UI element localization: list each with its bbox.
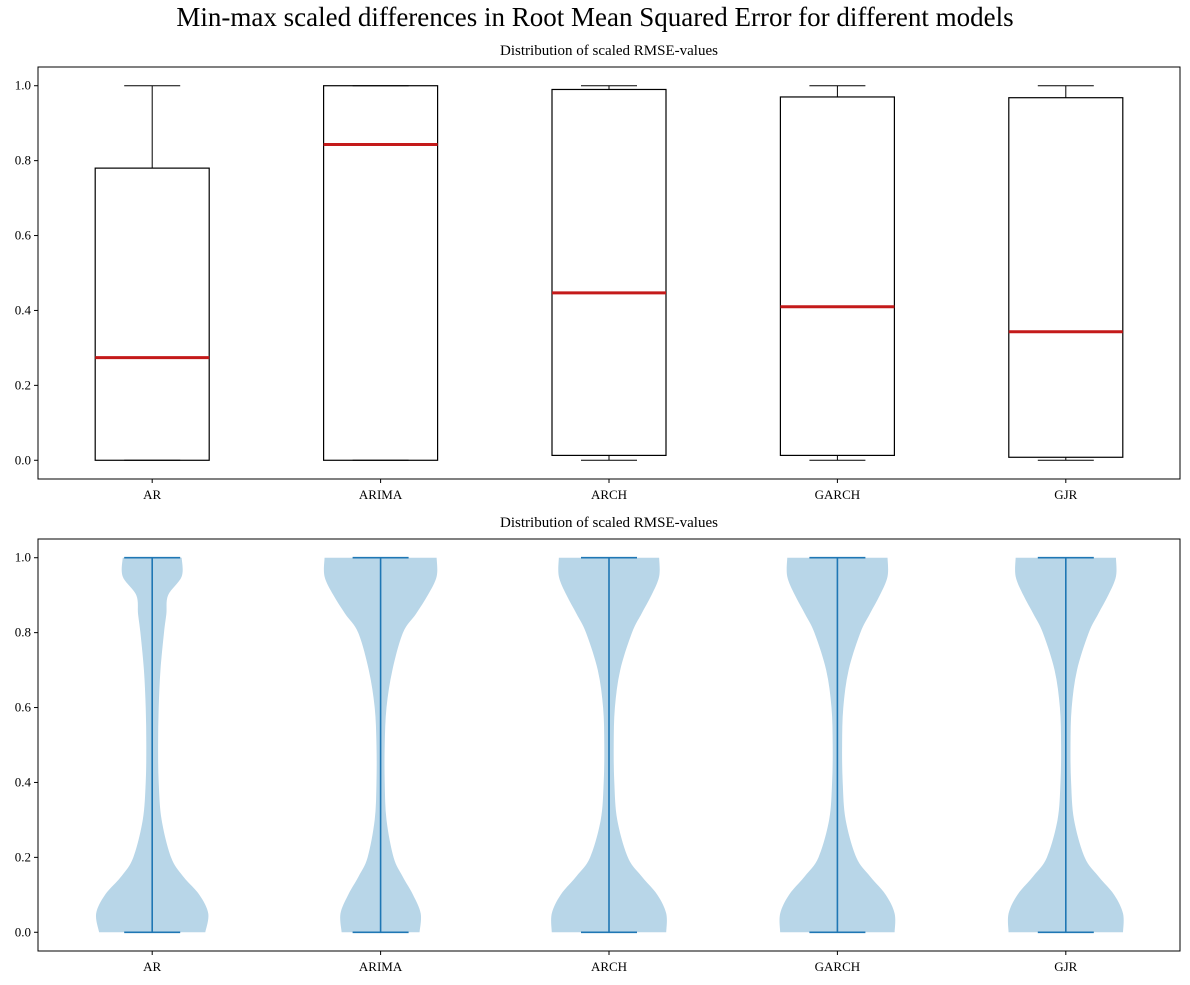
box-x-tick-label: ARIMA bbox=[359, 487, 403, 502]
violin-x-tick-label: GARCH bbox=[815, 959, 861, 974]
box-iqr bbox=[551, 88, 667, 457]
box-y-tick-label: 0.8 bbox=[15, 153, 31, 168]
box-x-tick-label: ARCH bbox=[591, 487, 627, 502]
box-iqr bbox=[1008, 97, 1124, 458]
box-iqr bbox=[94, 167, 210, 461]
violin-plot-panel: 0.0 0.2 0.4 0.6 0.8 1.0 AR ARIMA ARCH GARCH GJR bbox=[15, 538, 1181, 974]
box-plot-title: Distribution of scaled RMSE-values bbox=[500, 43, 718, 59]
violin-y-tick-label: 0.8 bbox=[15, 625, 31, 640]
box-y-tick-label: 0.4 bbox=[15, 302, 32, 317]
violin-y-tick-label: 0.6 bbox=[15, 700, 32, 715]
violin-x-tick-label: ARIMA bbox=[359, 959, 403, 974]
box-y-tick-label: 1.0 bbox=[15, 78, 31, 93]
violin-x-tick-label: GJR bbox=[1054, 959, 1077, 974]
box-x-tick-label: GJR bbox=[1054, 487, 1077, 502]
box-x-tick-label: GARCH bbox=[815, 487, 861, 502]
box-iqr bbox=[323, 85, 439, 461]
violin-x-tick-label: AR bbox=[143, 959, 161, 974]
violin-y-tick-label: 1.0 bbox=[15, 550, 31, 565]
violin-x-tick-label: ARCH bbox=[591, 959, 627, 974]
box-iqr bbox=[779, 96, 896, 457]
box-y-tick-label: 0.2 bbox=[15, 377, 31, 392]
box-y-tick-label: 0.6 bbox=[15, 228, 32, 243]
box-y-tick-label: 0.0 bbox=[15, 452, 31, 467]
figure-title: Min-max scaled differences in Root Mean … bbox=[176, 2, 1014, 32]
violin-y-tick-label: 0.2 bbox=[15, 849, 31, 864]
violin-y-tick-label: 0.4 bbox=[15, 774, 32, 789]
box-plot-panel: 0.0 0.2 0.4 0.6 0.8 1.0 AR ARIMA ARCH GARCH GJR bbox=[15, 66, 1181, 502]
violin-y-tick-label: 0.0 bbox=[15, 924, 31, 939]
violin-plot-title: Distribution of scaled RMSE-values bbox=[500, 515, 718, 531]
box-x-tick-label: AR bbox=[143, 487, 161, 502]
